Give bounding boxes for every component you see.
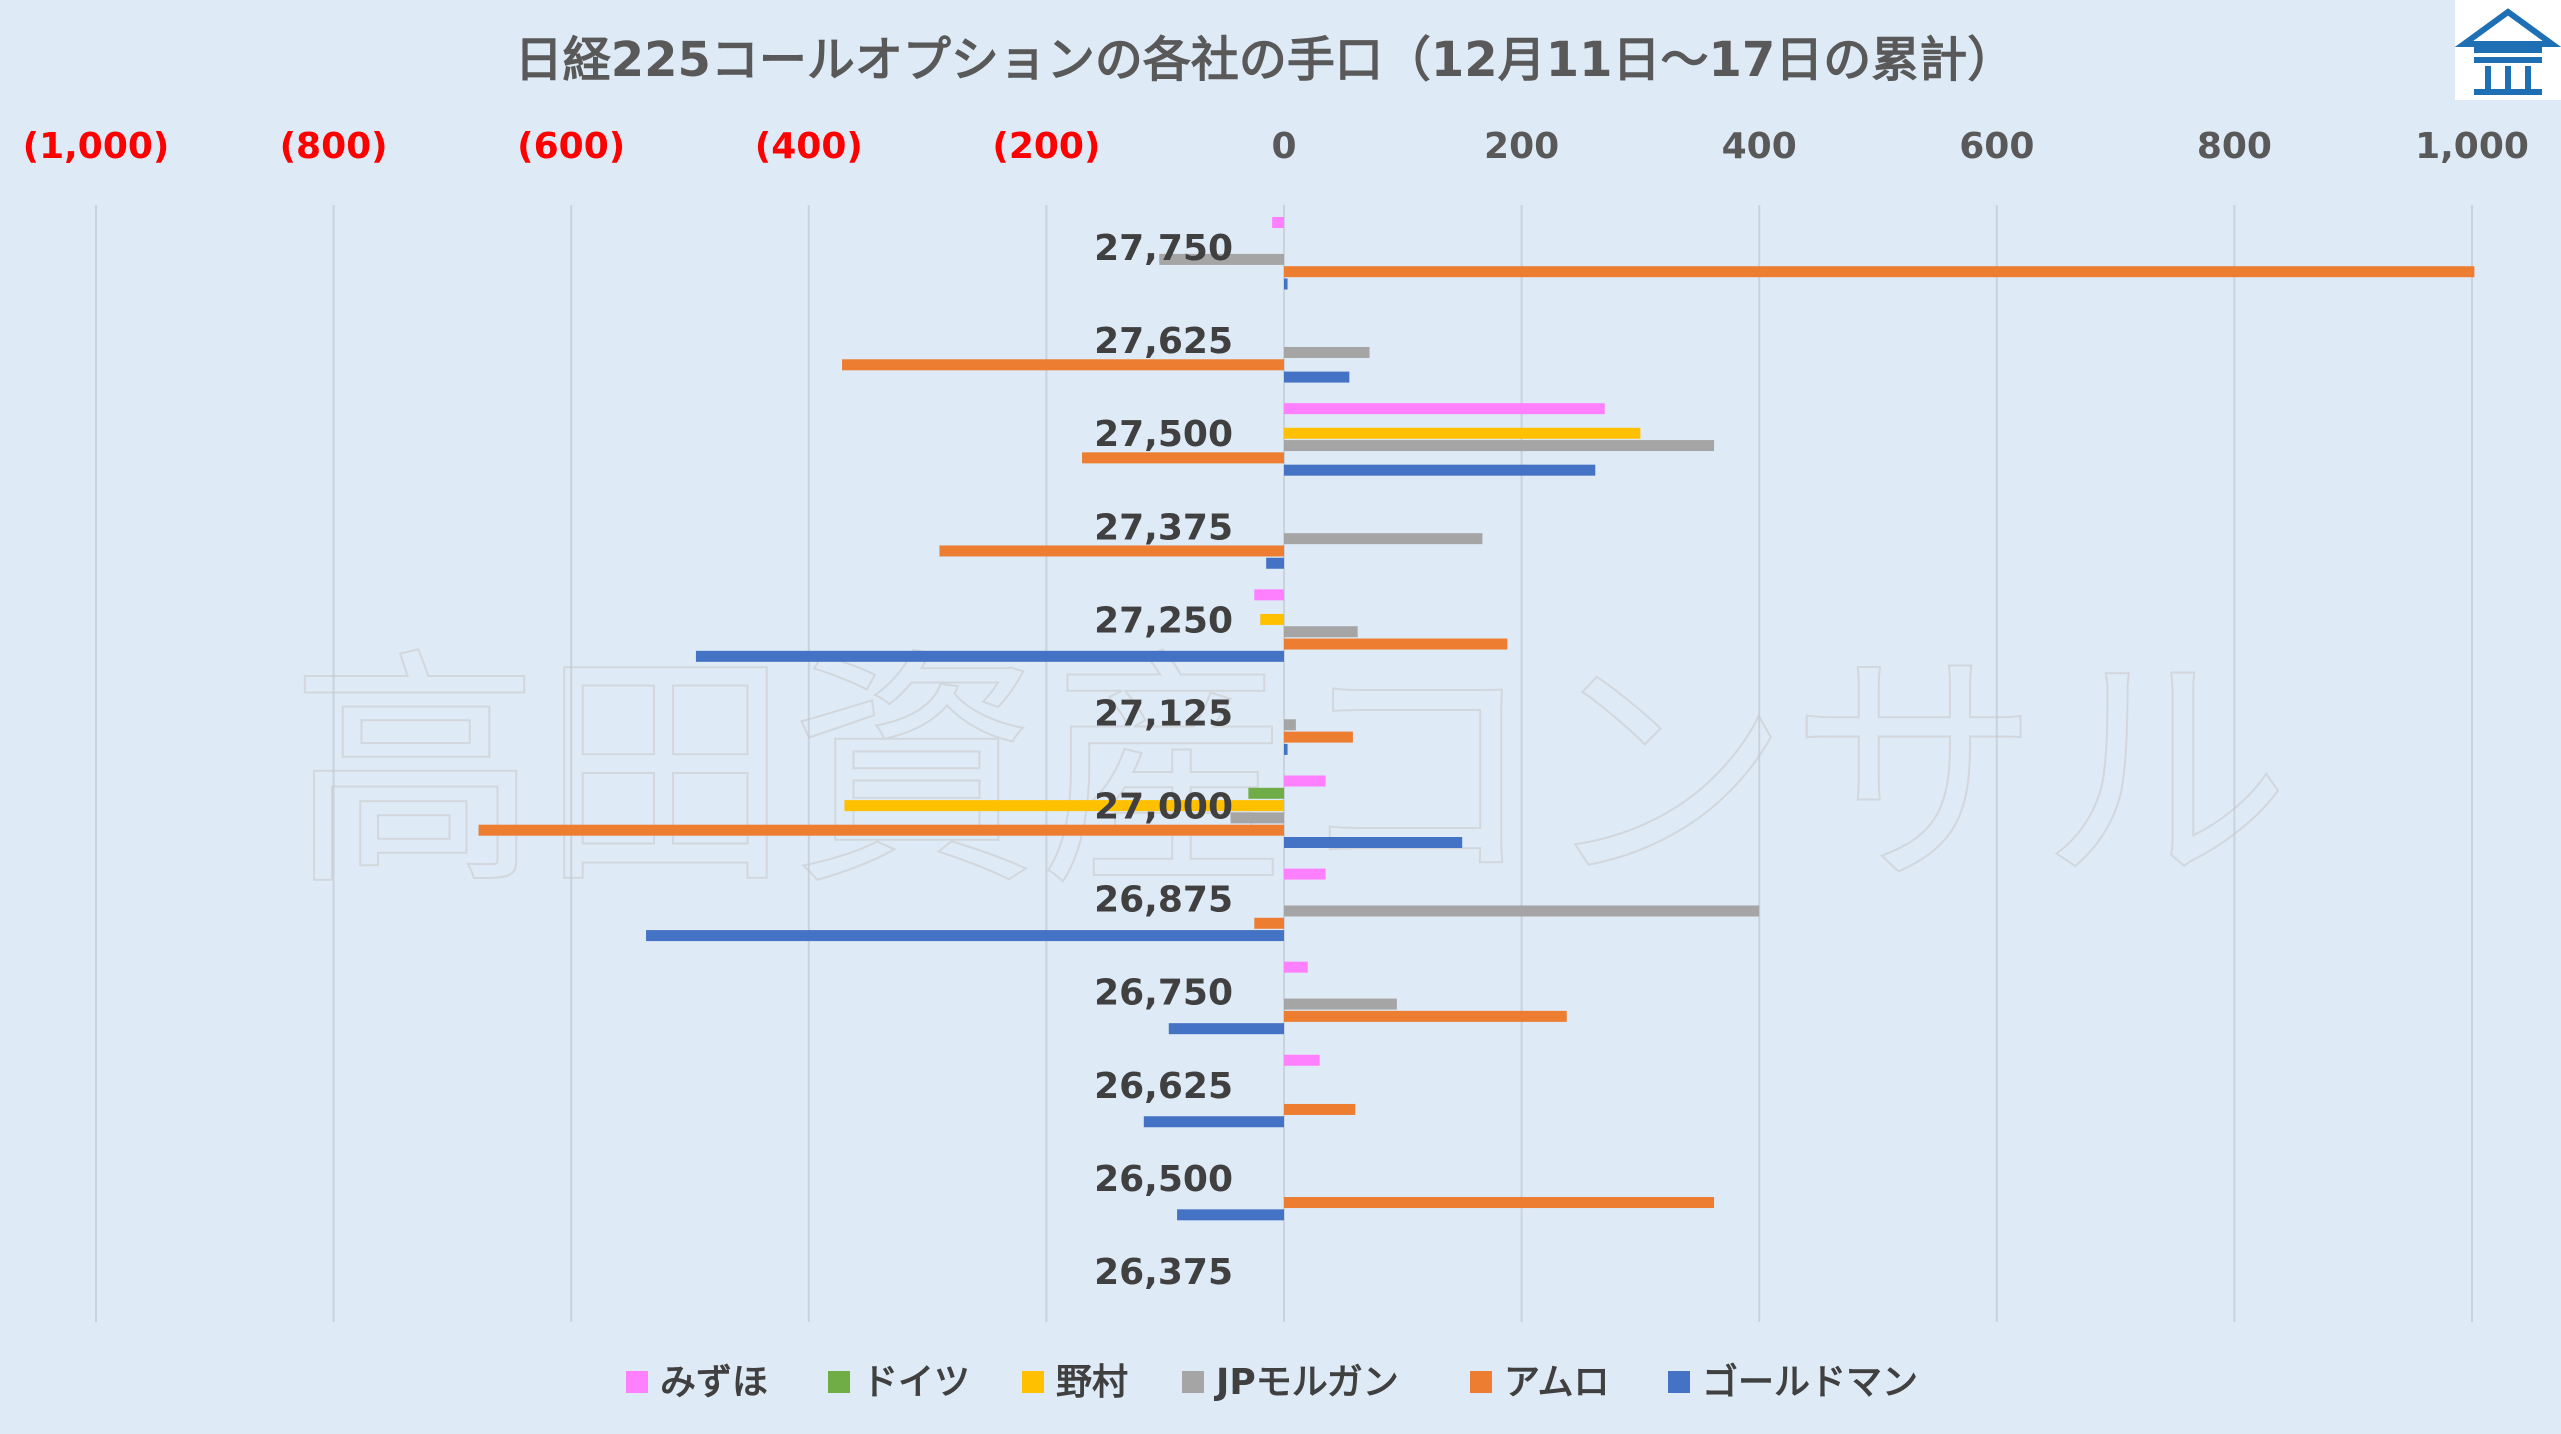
bar	[1284, 775, 1326, 787]
x-tick-label: 800	[2197, 126, 2272, 167]
y-tick-label: 27,125	[1094, 693, 1233, 734]
legend-label: ゴールドマン	[1702, 1361, 1918, 1403]
bar	[1284, 371, 1350, 383]
legend-swatch	[1022, 1371, 1044, 1393]
logo	[2454, 0, 2561, 100]
x-tick-label: (400)	[755, 126, 863, 167]
y-tick-label: 27,625	[1094, 321, 1233, 362]
bar	[1284, 638, 1508, 650]
bar	[844, 800, 1284, 812]
y-axis-tick-labels: 27,750 27,625 27,500 27,375 27,250 27,125 27,0…	[1094, 228, 1233, 1293]
legend: みずほ ドイツ 野村 JPモルガン アムロ ゴールドマン	[626, 1361, 1918, 1403]
bar	[1284, 868, 1326, 880]
bar	[1284, 837, 1463, 848]
y-tick-label: 27,375	[1094, 507, 1233, 548]
grid-lines	[95, 205, 2473, 1322]
bar	[939, 545, 1284, 557]
bar	[1159, 253, 1284, 265]
bar	[1284, 1010, 1567, 1022]
y-tick-label: 27,000	[1094, 787, 1233, 828]
bar	[1284, 266, 2475, 278]
bars	[478, 217, 2475, 1221]
bar	[1254, 589, 1284, 601]
x-tick-label: 0	[1271, 126, 1296, 167]
x-tick-label: 200	[1484, 126, 1559, 167]
y-tick-label: 26,875	[1094, 880, 1233, 921]
legend-label: みずほ	[660, 1362, 768, 1403]
y-tick-label: 26,750	[1094, 973, 1233, 1014]
bar	[1168, 1023, 1284, 1035]
legend-swatch	[828, 1371, 850, 1393]
bar	[1284, 427, 1641, 439]
legend-swatch	[1182, 1371, 1204, 1393]
bar	[478, 824, 1284, 836]
bar	[695, 650, 1284, 662]
bar	[1082, 452, 1284, 464]
y-tick-label: 26,375	[1094, 1252, 1233, 1293]
bar	[842, 359, 1284, 371]
x-tick-label: (600)	[517, 126, 625, 167]
x-tick-label: 400	[1722, 126, 1797, 167]
x-tick-label: 600	[1959, 126, 2034, 167]
bar	[1284, 743, 1288, 755]
legend-swatch	[1668, 1371, 1690, 1393]
bar	[1284, 961, 1308, 973]
bar	[1266, 557, 1284, 569]
bar	[1143, 1116, 1284, 1128]
bar	[1284, 1103, 1356, 1115]
x-tick-label: 1,000	[2415, 126, 2529, 167]
legend-label: 野村	[1056, 1362, 1128, 1403]
bar	[1284, 278, 1288, 290]
bar	[646, 930, 1284, 942]
bar	[1284, 440, 1715, 452]
bar	[1284, 533, 1483, 545]
x-axis-tick-labels: (1,000) (800) (600) (400) (200) 0 200 400 600 800…	[23, 126, 2529, 167]
bar	[1284, 731, 1353, 743]
bar	[1230, 812, 1284, 824]
y-tick-label: 27,250	[1094, 600, 1233, 641]
bar	[1284, 905, 1760, 917]
legend-swatch	[626, 1371, 648, 1393]
legend-swatch	[1470, 1371, 1492, 1393]
x-tick-label: (200)	[992, 126, 1100, 167]
y-tick-label: 27,500	[1094, 414, 1233, 455]
y-tick-label: 26,625	[1094, 1066, 1233, 1107]
legend-label: アムロ	[1504, 1362, 1609, 1403]
bar	[1254, 917, 1284, 929]
bar	[1260, 613, 1284, 625]
bar	[1284, 998, 1397, 1010]
y-tick-label: 27,750	[1094, 228, 1233, 269]
bar	[1284, 346, 1370, 358]
x-tick-label: (1,000)	[23, 126, 170, 167]
legend-label: JPモルガン	[1213, 1362, 1399, 1403]
bar	[1177, 1209, 1284, 1221]
bar	[1248, 787, 1284, 799]
bar	[1284, 626, 1358, 638]
bar	[1284, 1054, 1320, 1066]
bar	[1284, 1197, 1715, 1209]
x-tick-label: (800)	[280, 126, 388, 167]
legend-label: ドイツ	[862, 1362, 970, 1403]
bar	[1272, 217, 1284, 228]
bar	[1284, 403, 1605, 415]
chart-title: 日経225コールオプションの各社の手口（12月11日～17日の累計）	[515, 32, 2016, 88]
y-tick-label: 26,500	[1094, 1159, 1233, 1200]
bar	[1284, 464, 1596, 476]
bar	[1284, 719, 1296, 731]
